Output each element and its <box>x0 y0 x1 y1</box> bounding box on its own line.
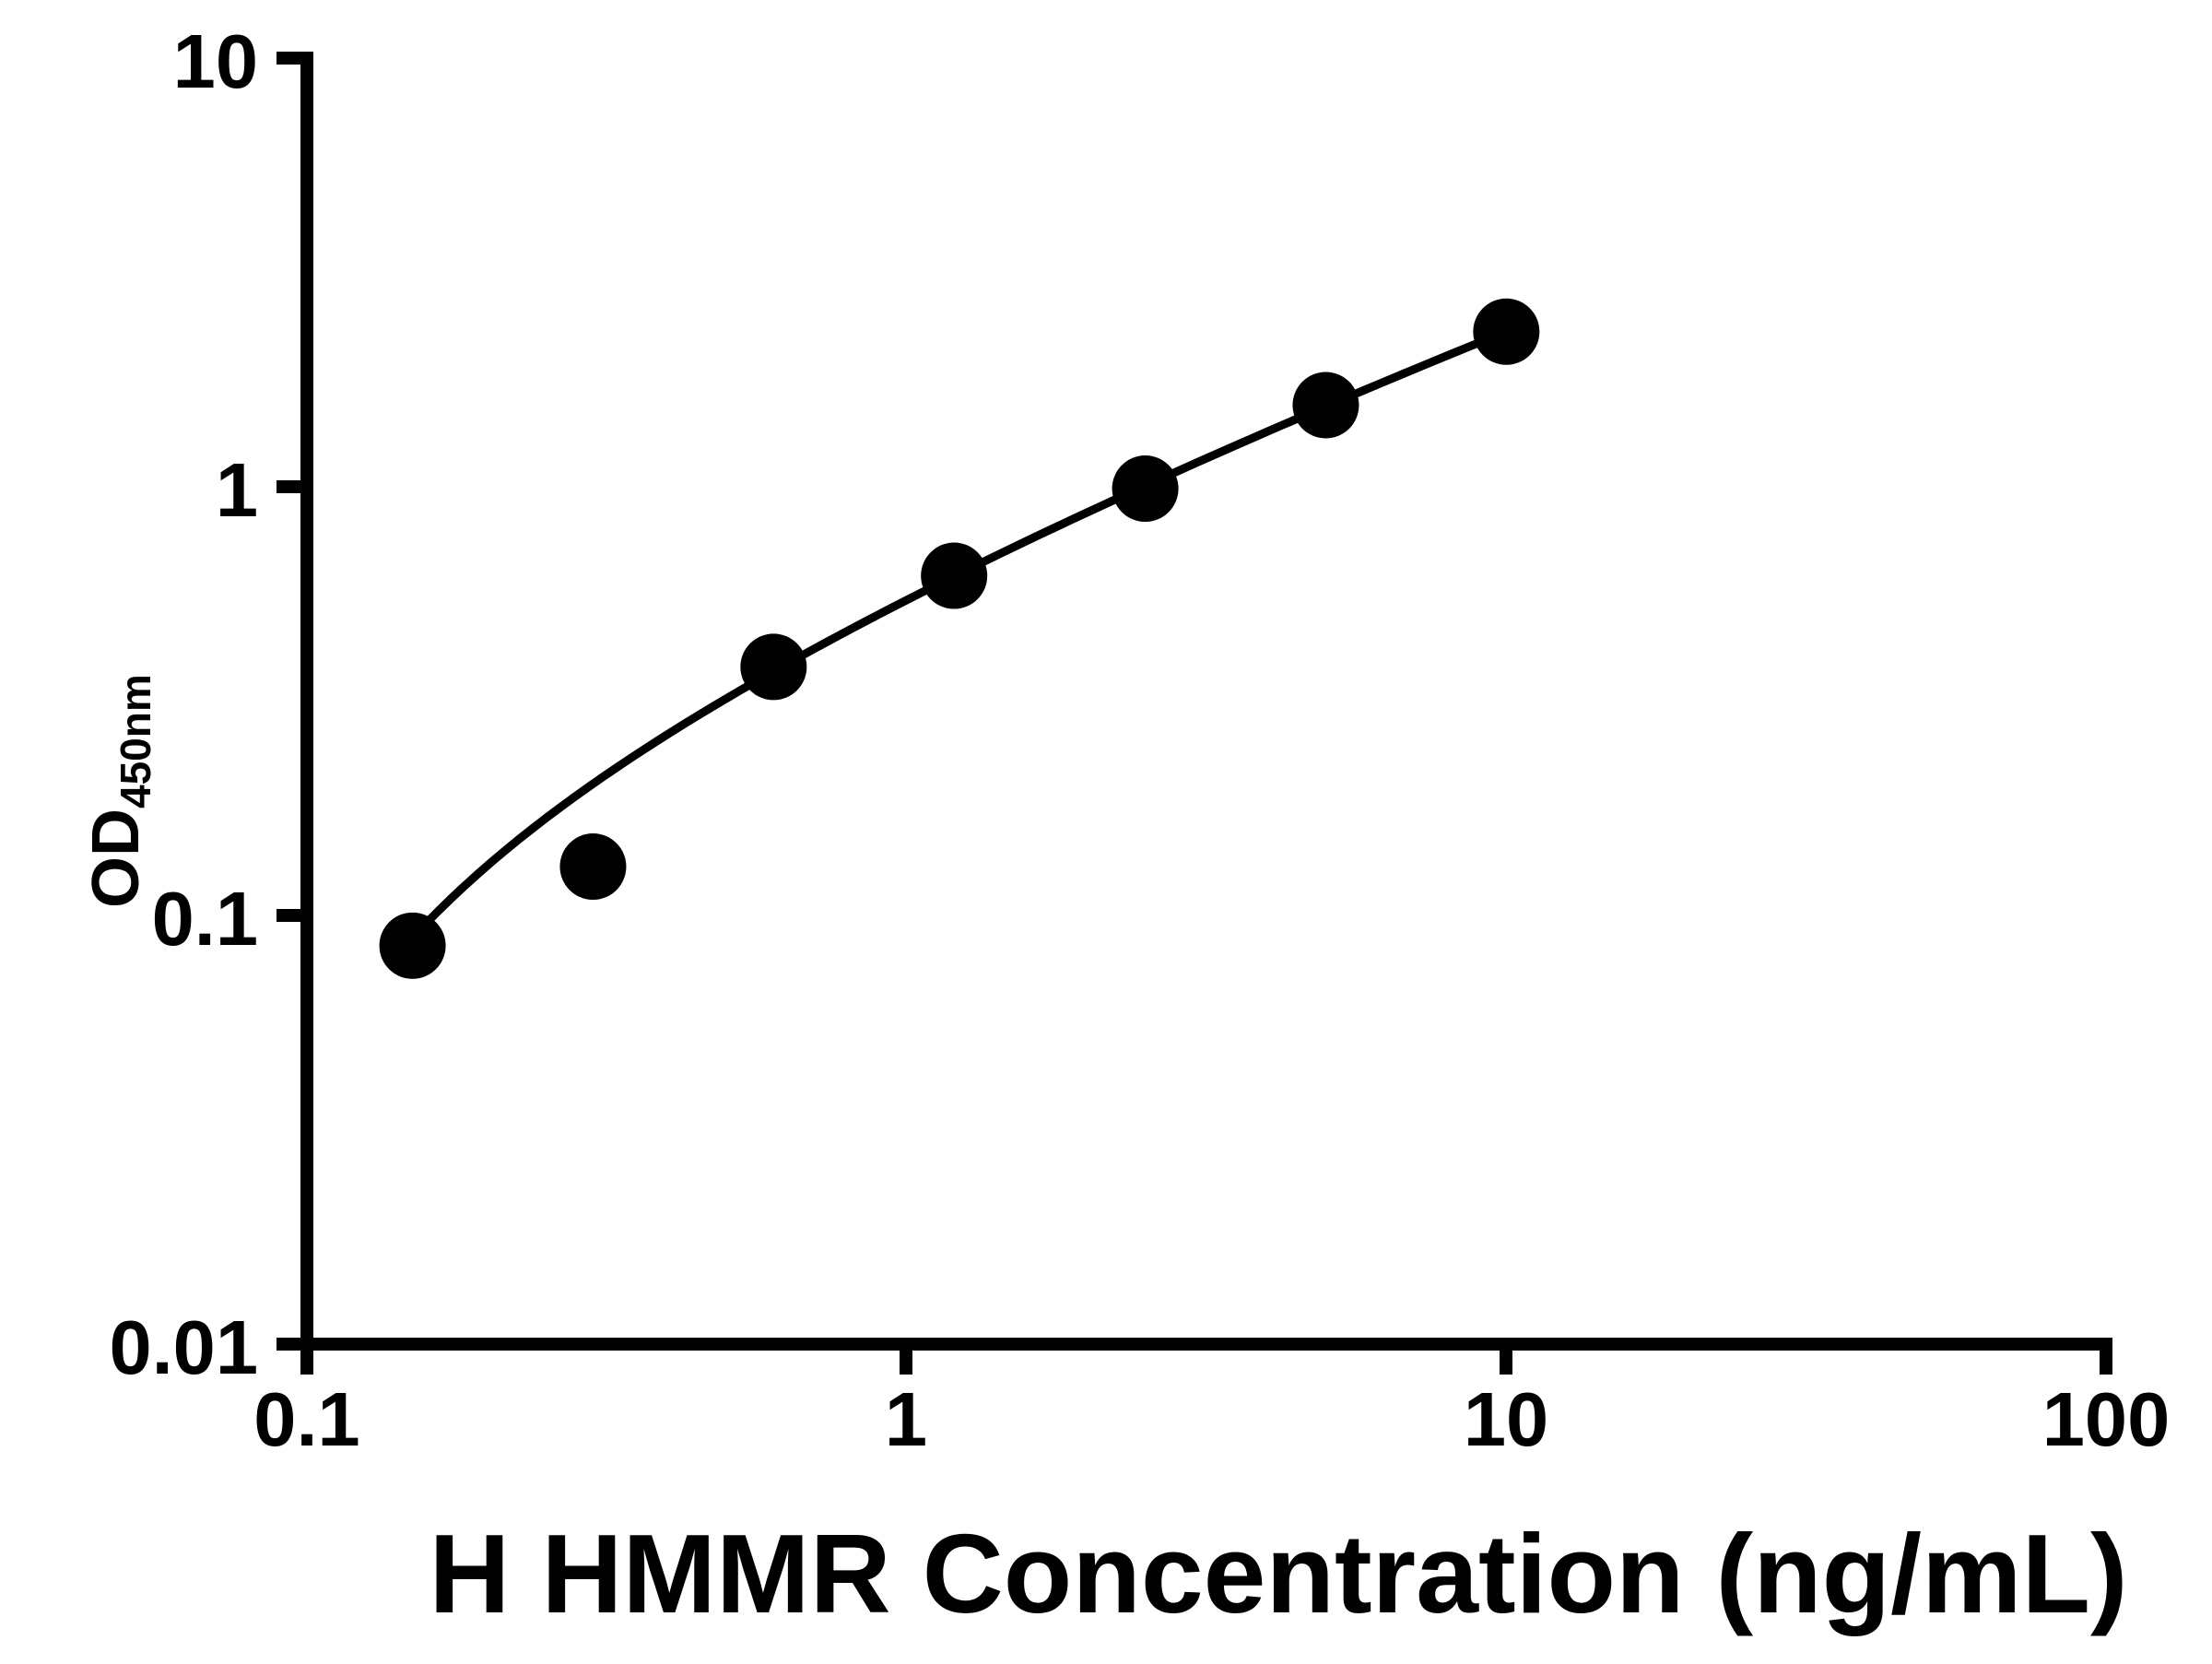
svg-text:1: 1 <box>216 447 258 533</box>
svg-text:H HMMR Concentration (ng/mL): H HMMR Concentration (ng/mL) <box>429 1511 2127 1636</box>
svg-text:10: 10 <box>1464 1376 1548 1462</box>
svg-text:OD: OD <box>79 808 153 908</box>
svg-text:450nm: 450nm <box>112 674 159 808</box>
svg-text:100: 100 <box>2042 1376 2170 1462</box>
svg-text:0.1: 0.1 <box>152 876 258 962</box>
svg-text:1: 1 <box>885 1376 927 1462</box>
svg-text:0.01: 0.01 <box>109 1304 258 1390</box>
svg-text:10: 10 <box>173 18 258 104</box>
svg-text:0.1: 0.1 <box>253 1376 359 1462</box>
